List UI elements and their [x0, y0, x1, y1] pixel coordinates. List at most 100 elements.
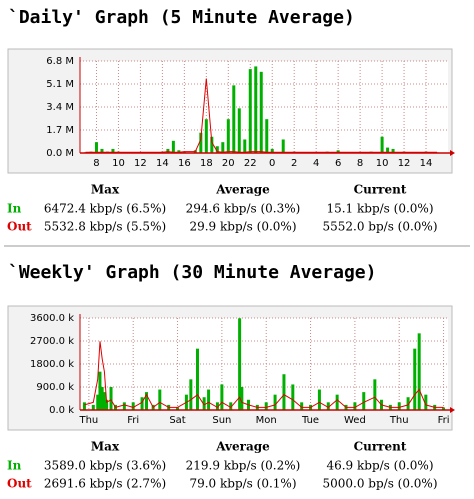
- bar: [417, 333, 421, 410]
- x-tick-label: 16: [178, 158, 191, 169]
- bar: [195, 348, 199, 410]
- bar: [215, 146, 219, 153]
- x-tick-label: 14: [420, 158, 433, 169]
- bar: [82, 402, 86, 410]
- bar: [259, 71, 263, 153]
- bar: [336, 150, 340, 153]
- bar: [335, 394, 339, 410]
- bar: [215, 402, 219, 410]
- column-header: Average: [215, 440, 270, 454]
- stat-value: 6472.4 kbp/s (6.5%): [44, 202, 166, 216]
- bar: [94, 142, 98, 153]
- bar: [111, 148, 115, 153]
- bar: [232, 85, 236, 153]
- bar: [102, 392, 106, 410]
- bar: [424, 394, 428, 410]
- bar: [362, 392, 366, 410]
- chart-title: `Daily' Graph (5 Minute Average): [8, 7, 355, 28]
- bar: [91, 404, 95, 410]
- bar: [300, 402, 304, 410]
- x-tick-label: 20: [222, 158, 235, 169]
- stat-value: 46.9 kbp/s (0.0%): [326, 459, 433, 473]
- bar: [171, 140, 175, 153]
- bar: [202, 397, 206, 410]
- x-tick-label: Sat: [169, 415, 185, 426]
- row-label: In: [7, 202, 22, 216]
- bar: [98, 371, 102, 410]
- stat-value: 5552.0 bp/s (0.0%): [322, 220, 437, 234]
- column-header: Average: [215, 183, 270, 197]
- stat-value: 5000.0 bp/s (0.0%): [322, 477, 437, 491]
- bar: [265, 119, 269, 153]
- stat-value: 219.9 kbp/s (0.2%): [186, 459, 301, 473]
- bar: [413, 348, 417, 410]
- y-tick-label: 3600.0 k: [30, 313, 74, 324]
- bar: [221, 142, 225, 153]
- bar: [207, 389, 211, 410]
- x-tick-label: 2: [291, 158, 297, 169]
- bar: [291, 384, 295, 410]
- bar: [240, 387, 244, 410]
- x-tick-label: 18: [200, 158, 213, 169]
- bar: [317, 389, 321, 410]
- stat-value: 3589.0 kbp/s (3.6%): [44, 459, 166, 473]
- line: [84, 341, 444, 409]
- bar: [140, 397, 144, 410]
- bar: [96, 394, 100, 410]
- bar: [391, 148, 395, 153]
- x-tick-label: 10: [112, 158, 125, 169]
- bar: [177, 150, 181, 153]
- stat-value: 15.1 kbp/s (0.0%): [326, 202, 433, 216]
- bar: [226, 119, 230, 153]
- y-tick-label: 6.8 M: [46, 56, 74, 67]
- x-tick-label: 12: [398, 158, 411, 169]
- bar: [397, 402, 401, 410]
- column-header: Max: [91, 440, 120, 454]
- x-tick-label: 6: [335, 158, 341, 169]
- bar: [237, 108, 241, 153]
- y-tick-label: 0.0 M: [46, 148, 74, 159]
- bar: [158, 389, 162, 410]
- row-label: In: [7, 459, 22, 473]
- bar: [248, 69, 252, 153]
- bar: [353, 402, 357, 410]
- bar: [254, 66, 258, 153]
- x-tick-label: Tue: [301, 415, 319, 426]
- axis-arrow: [450, 150, 455, 156]
- x-tick-label: 8: [357, 158, 363, 169]
- x-tick-label: 4: [313, 158, 319, 169]
- bar: [199, 132, 203, 153]
- row-label: Out: [7, 477, 32, 491]
- bar: [243, 139, 247, 153]
- stat-value: 2691.6 kbp/s (2.7%): [44, 477, 166, 491]
- x-tick-label: 22: [244, 158, 257, 169]
- x-tick-label: Thu: [78, 415, 98, 426]
- bar: [264, 402, 268, 410]
- bar: [105, 399, 109, 410]
- bar: [386, 147, 390, 153]
- y-tick-label: 1.7 M: [46, 125, 74, 136]
- x-tick-label: Wed: [344, 415, 366, 426]
- x-tick-label: Fri: [127, 415, 139, 426]
- column-header: Current: [354, 440, 407, 454]
- axis-arrow: [450, 407, 455, 413]
- x-tick-label: Sun: [212, 415, 231, 426]
- x-tick-label: Fri: [438, 415, 450, 426]
- stat-value: 79.0 kbp/s (0.1%): [189, 477, 296, 491]
- x-tick-label: 10: [376, 158, 389, 169]
- y-tick-label: 5.1 M: [46, 79, 74, 90]
- column-header: Current: [354, 183, 407, 197]
- bar: [220, 384, 224, 410]
- bar: [166, 148, 170, 153]
- stat-value: 294.6 kbp/s (0.3%): [186, 202, 301, 216]
- y-tick-label: 0.0 k: [49, 405, 74, 416]
- bar: [270, 148, 274, 153]
- chart-title: `Weekly' Graph (30 Minute Average): [8, 262, 376, 283]
- x-tick-label: Thu: [389, 415, 409, 426]
- x-tick-label: 8: [93, 158, 99, 169]
- y-tick-label: 2700.0 k: [30, 336, 74, 347]
- bar: [380, 136, 384, 153]
- bar: [109, 387, 113, 410]
- bar: [326, 402, 330, 410]
- bar: [210, 136, 214, 153]
